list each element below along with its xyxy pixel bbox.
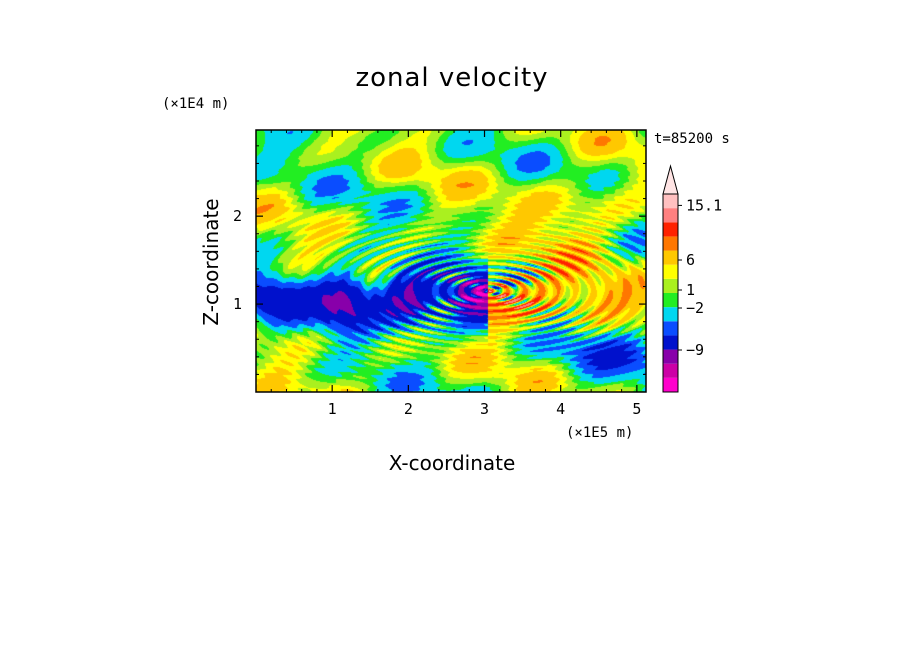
y-axis-title: Z-coordinate [199, 198, 223, 325]
colorbar-label: −2 [686, 299, 704, 317]
colorbar-label: 1 [686, 281, 695, 299]
x-axis: 1 2 3 4 5 [270, 130, 641, 418]
colorbar-swatch [663, 349, 678, 364]
contour-field [256, 130, 646, 392]
plot-frame [255, 129, 647, 393]
x-tick-label: 1 [328, 400, 337, 418]
colorbar-swatch [663, 335, 678, 350]
x-unit-label: (×1E5 m) [566, 425, 633, 441]
colorbar: 15.1 6 1−2 −9 [662, 164, 722, 393]
chart-title: zonal velocity [355, 63, 548, 93]
colorbar-swatch [663, 293, 678, 308]
x-tick-label: 2 [404, 400, 413, 418]
colorbar-swatch [663, 236, 678, 251]
colorbar-swatch [663, 222, 678, 237]
y-unit-label: (×1E4 m) [162, 96, 229, 112]
colorbar-label: −9 [686, 341, 704, 359]
colorbar-swatch [663, 194, 678, 209]
y-tick-label: 1 [233, 295, 242, 313]
colorbar-swatch [663, 363, 678, 378]
colorbar-swatch [663, 321, 678, 336]
colorbar-swatch [663, 377, 678, 392]
colorbar-swatch [663, 307, 678, 322]
x-tick-label: 4 [556, 400, 565, 418]
colorbar-label: 6 [686, 251, 695, 269]
time-label: t=85200 s [654, 131, 730, 147]
y-axis: 12 [233, 145, 646, 375]
colorbar-swatch [663, 208, 678, 223]
x-axis-title: X-coordinate [389, 451, 516, 475]
contour-field-image [256, 130, 646, 392]
colorbar-swatch [663, 278, 678, 293]
x-tick-label: 3 [480, 400, 489, 418]
colorbar-swatch [663, 264, 678, 279]
colorbar-label: 15.1 [686, 196, 722, 214]
colorbar-swatch [663, 250, 678, 265]
y-tick-label: 2 [233, 207, 242, 225]
x-tick-label: 5 [632, 400, 641, 418]
colorbar-extend-arrow [662, 164, 679, 195]
